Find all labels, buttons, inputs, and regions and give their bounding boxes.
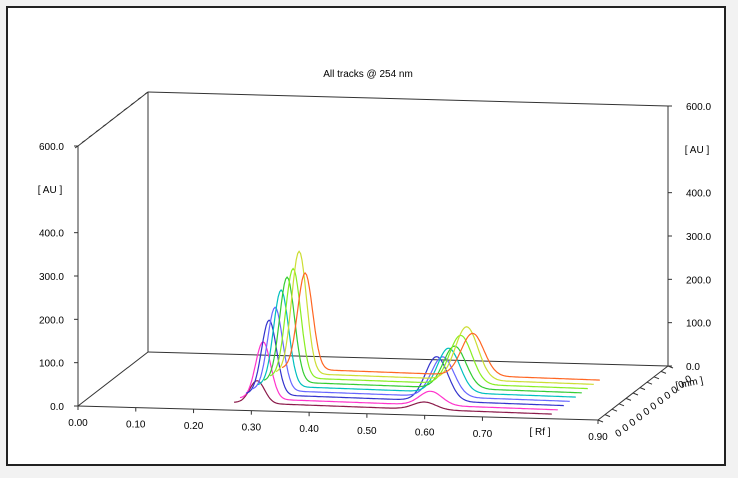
y-left-tick-label: 300.0 (39, 272, 64, 283)
y-right-tick-label: 600.0 (686, 102, 711, 113)
depth-tick-mark (625, 397, 632, 401)
series-line (245, 319, 564, 407)
depth-top-tick-mark (144, 91, 149, 95)
depth-tick-label: 0 (684, 373, 695, 386)
left-depth-floor-edge (77, 351, 149, 407)
front-x-axis (77, 405, 599, 421)
y-axis-label-right: [ AU ] (685, 145, 710, 156)
y-right-tick-label: 0.0 (686, 362, 700, 373)
series-group (233, 250, 600, 415)
series-line (275, 250, 594, 385)
y-axis-label-left: [ AU ] (38, 185, 63, 196)
axes-frame (77, 91, 669, 421)
depth-tick-mark (646, 381, 653, 385)
depth-tick-label: 0 (635, 411, 646, 424)
x-tick-label: 0.20 (184, 421, 204, 432)
depth-tick-mark (639, 387, 646, 391)
x-axis-ticks: 0.00 0.10 0.20 0.30 0.40 0.50 0.60 0.70 0.90 (68, 406, 608, 443)
depth-tick-mark (597, 419, 604, 423)
y-right-tick-label: 200.0 (686, 275, 711, 286)
y-right-tick-label: 400.0 (686, 189, 711, 200)
depth-top-tick-mark (102, 123, 107, 127)
y-axis-right-ticks: 0.0 100.0 200.0 300.0 400.0 600.0 (668, 102, 711, 373)
x-tick-label: 0.90 (588, 432, 608, 443)
series-line (269, 267, 588, 390)
depth-top-tick-mark (116, 113, 121, 117)
chart-title: All tracks @ 254 nm (323, 69, 413, 80)
x-tick-label: 0.10 (126, 420, 146, 431)
x-tick-label: 0.30 (242, 423, 262, 434)
depth-tick-mark (653, 376, 660, 380)
x-tick-label: 0.60 (415, 427, 435, 438)
back-top-edge (147, 91, 669, 107)
depth-top-tick-mark (130, 102, 135, 106)
depth-tick-label: 0 (614, 427, 625, 440)
y-left-tick-label: 600.0 (39, 142, 64, 153)
back-floor-edge (147, 351, 669, 367)
x-axis-label: [ Rf ] (529, 427, 550, 438)
y-left-tick-label: 200.0 (39, 315, 64, 326)
depth-tick-mark (632, 392, 639, 396)
y-left-tick-label: 100.0 (39, 359, 64, 370)
series-line (263, 276, 582, 394)
depth-top-tick-mark (74, 145, 79, 149)
depth-tick-mark (618, 403, 625, 407)
depth-tick-label: 0 (621, 422, 632, 435)
depth-tick-label: 0 (670, 384, 681, 397)
depth-tick-label: 0 (656, 395, 667, 408)
depth-top-tick-mark (137, 96, 142, 100)
depth-tick-mark (667, 365, 674, 369)
depth-tick-label: 0 (663, 390, 674, 403)
y-right-tick-label: 300.0 (686, 232, 711, 243)
depth-tick-mark (660, 370, 667, 374)
series-line (233, 380, 552, 415)
depth-top-tick-mark (81, 140, 86, 144)
depth-tick-label: 0 (642, 406, 653, 419)
depth-tick-label: 0 (649, 400, 660, 413)
y-right-tick-label: 100.0 (686, 319, 711, 330)
depth-tick-label: 0 (677, 379, 688, 392)
series-line (239, 341, 558, 411)
series-line (281, 272, 600, 381)
depth-tick-mark (611, 408, 618, 412)
series-line (251, 306, 570, 402)
x-tick-label: 0.40 (299, 424, 319, 435)
depth-top-tick-mark (95, 129, 100, 133)
y-left-tick-label: 400.0 (39, 229, 64, 240)
x-tick-label: 0.50 (357, 426, 377, 437)
x-tick-label: 0.00 (68, 418, 88, 429)
series-line (257, 289, 576, 398)
depth-axis-label: [ mm ] (675, 375, 705, 392)
depth-top-tick-mark (109, 118, 114, 122)
depth-top-tick-mark (88, 134, 93, 138)
y-left-tick-label: 0.0 (50, 402, 64, 413)
depth-top-tick-mark (123, 107, 128, 111)
y-axis-left-ticks: 0.0 100.0 200.0 300.0 400.0 600.0 (39, 91, 149, 413)
depth-tick-mark (604, 414, 611, 418)
depth-tick-label: 0 (628, 417, 639, 430)
x-tick-label: 0.70 (473, 429, 493, 440)
